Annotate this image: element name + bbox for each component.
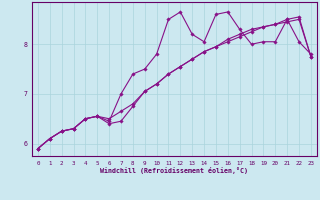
X-axis label: Windchill (Refroidissement éolien,°C): Windchill (Refroidissement éolien,°C) [100,167,248,174]
